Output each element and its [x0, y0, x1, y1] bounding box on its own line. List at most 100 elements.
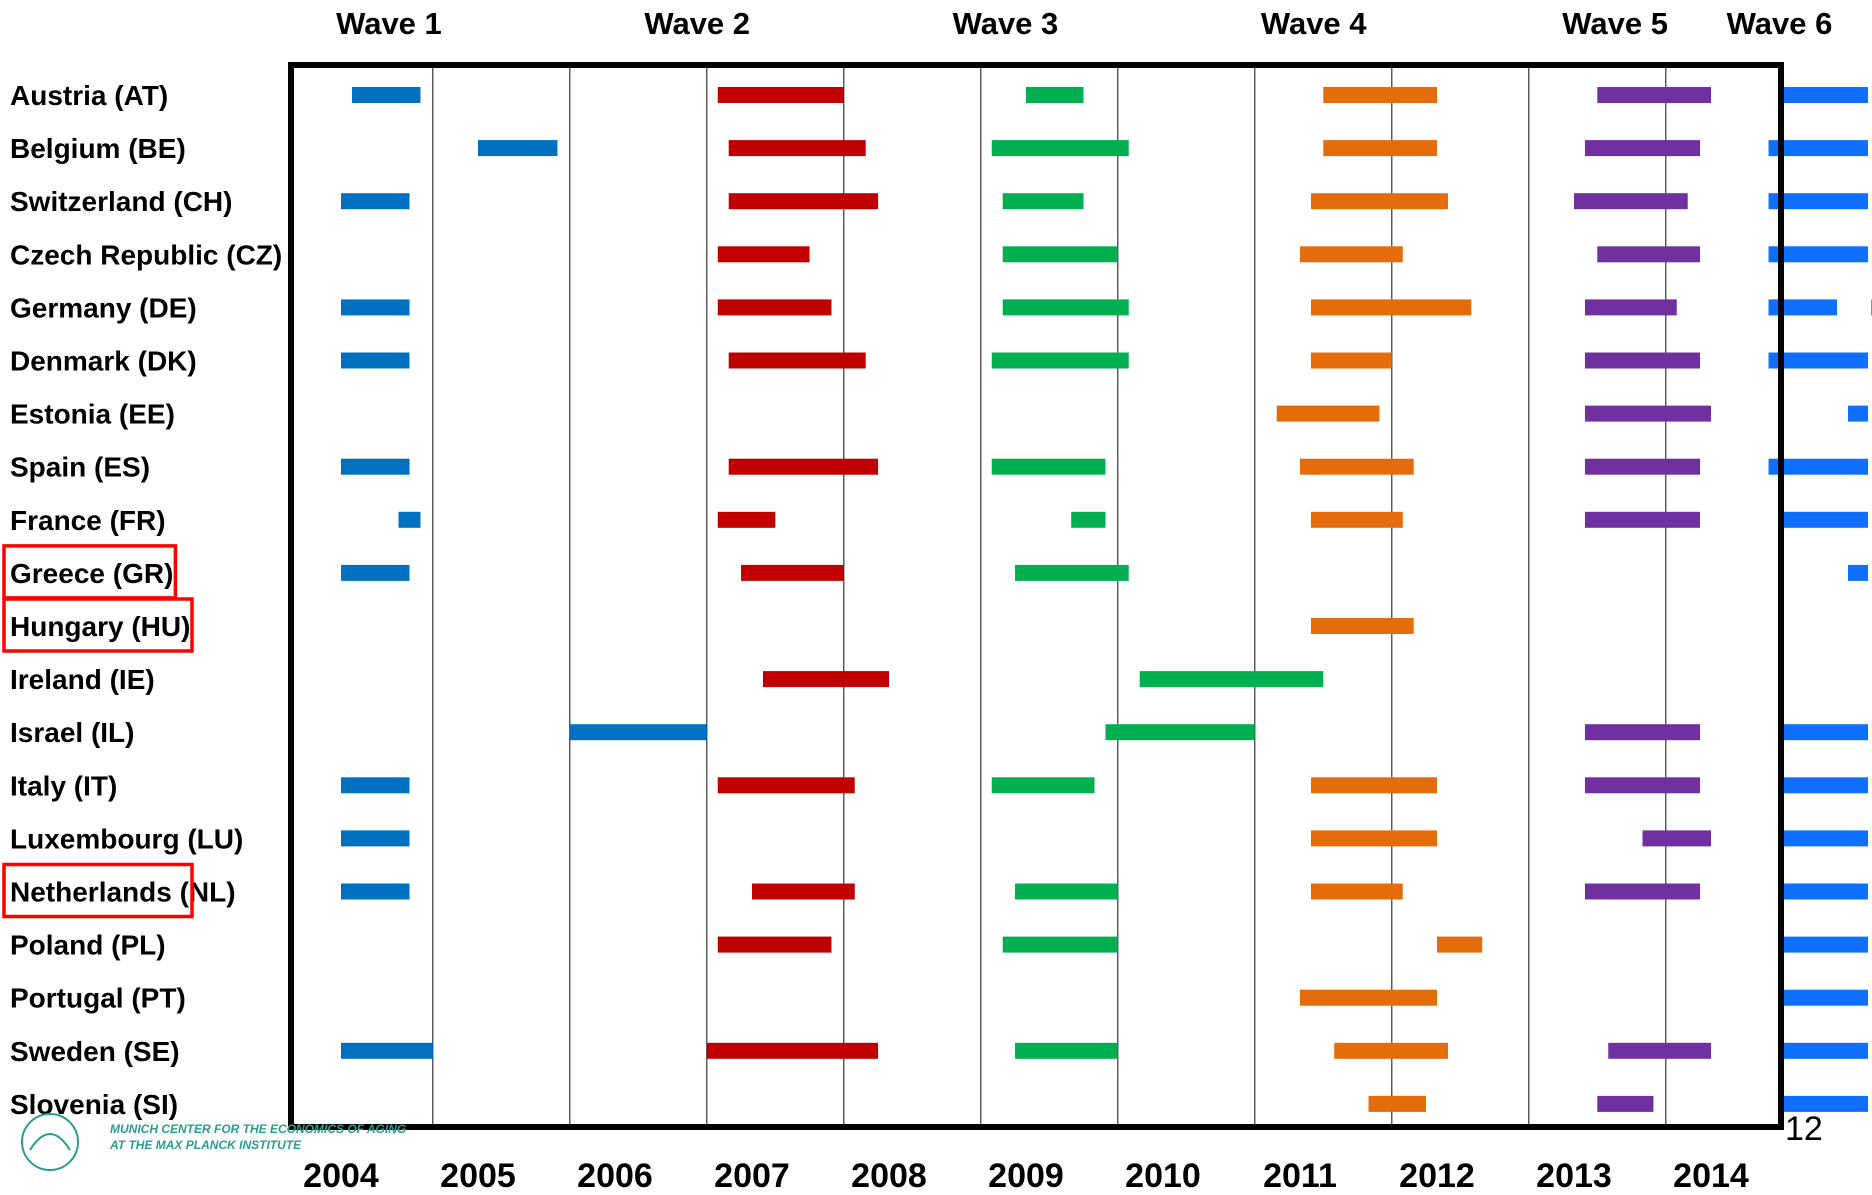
- year-tick-label: 2013: [1536, 1157, 1612, 1195]
- fieldwork-bar: [1584, 458, 1701, 475]
- fieldwork-bar: [741, 564, 844, 581]
- wave-label: Wave 2: [644, 6, 750, 41]
- fieldwork-bar: [1323, 140, 1437, 157]
- fieldwork-bar: [341, 1042, 433, 1059]
- fieldwork-bar: [1310, 511, 1403, 528]
- fieldwork-bar: [1768, 246, 1868, 263]
- logo-text-line-2: AT THE MAX PLANCK INSTITUTE: [109, 1138, 302, 1152]
- highlight-box: [2, 862, 194, 919]
- country-label: Slovenia (SI): [10, 1089, 178, 1120]
- fieldwork-bar: [1779, 1042, 1868, 1059]
- fieldwork-bar: [991, 352, 1129, 369]
- wave-label: Wave 4: [1261, 6, 1367, 41]
- fieldwork-bar: [991, 458, 1106, 475]
- country-label: Greece (GR): [10, 558, 173, 589]
- year-tick-label: 2011: [1263, 1157, 1337, 1195]
- country-label: Portugal (PT): [10, 983, 186, 1014]
- fieldwork-bar: [341, 830, 410, 847]
- country-label: Israel (IL): [10, 717, 134, 748]
- fieldwork-bar: [341, 564, 410, 581]
- fieldwork-bar: [1608, 1042, 1711, 1059]
- fieldwork-bar: [478, 140, 558, 157]
- year-tick-label: 2005: [440, 1157, 516, 1195]
- fieldwork-bar: [1584, 883, 1701, 900]
- fieldwork-bar: [1015, 1042, 1118, 1059]
- fieldwork-bar: [1768, 458, 1868, 475]
- fieldwork-bar: [728, 352, 866, 369]
- country-label: Poland (PL): [10, 930, 166, 961]
- highlight-box: [2, 597, 194, 653]
- fieldwork-bar: [1310, 299, 1472, 316]
- fieldwork-bar: [706, 1042, 879, 1059]
- fieldwork-bar: [1768, 299, 1838, 316]
- fieldwork-bar: [1334, 1042, 1448, 1059]
- fieldwork-bar: [717, 936, 832, 953]
- fieldwork-bar: [1779, 724, 1868, 741]
- fieldwork-bar: [762, 671, 889, 688]
- fieldwork-bar: [1015, 883, 1118, 900]
- fieldwork-bar: [717, 246, 810, 263]
- fieldwork-bar: [991, 140, 1129, 157]
- country-label: Denmark (DK): [10, 346, 197, 377]
- plot-frame: [288, 62, 1784, 1130]
- country-label: Austria (AT): [10, 80, 168, 111]
- wave-label: Wave 3: [953, 6, 1059, 41]
- country-label: Spain (ES): [10, 452, 150, 483]
- fieldwork-bar: [1779, 511, 1868, 528]
- fieldwork-bar: [1026, 87, 1084, 103]
- fieldwork-bar: [1642, 830, 1711, 847]
- fieldwork-bar: [1584, 140, 1701, 157]
- fieldwork-bar: [1848, 564, 1868, 581]
- fieldwork-bar: [1597, 246, 1701, 263]
- fieldwork-bar: [1584, 511, 1701, 528]
- fieldwork-bar: [1597, 1095, 1654, 1112]
- fieldwork-bar: [1779, 830, 1868, 847]
- fieldwork-bar: [728, 140, 866, 157]
- country-label: Germany (DE): [10, 292, 197, 323]
- fieldwork-bar: [1310, 193, 1448, 210]
- fieldwork-bar: [728, 458, 879, 475]
- fieldwork-bar: [1300, 246, 1403, 263]
- country-label: France (FR): [10, 505, 166, 536]
- fieldwork-bar: [341, 777, 410, 794]
- country-labels: Austria (AT) Belgium (BE) Switzerland (CH)…: [2, 80, 282, 1120]
- fieldwork-bar: [1437, 936, 1483, 953]
- wave-label: Wave 6: [1727, 6, 1833, 41]
- fieldwork-bar: [1779, 883, 1868, 900]
- fieldwork-bar: [1574, 193, 1688, 210]
- mea-logo: MUNICH CENTER FOR THE ECONOMICS OF AGING…: [21, 1113, 406, 1171]
- fieldwork-bar: [351, 87, 421, 103]
- fieldwork-bar: [728, 193, 879, 210]
- year-tick-label: 2004: [303, 1157, 379, 1195]
- fieldwork-bar: [569, 724, 707, 741]
- fieldwork-bar: [1768, 140, 1868, 157]
- fieldwork-bar: [1323, 87, 1437, 103]
- fieldwork-bar: [752, 883, 855, 900]
- country-label: Estonia (EE): [10, 399, 175, 430]
- fieldwork-bar: [1002, 193, 1084, 210]
- year-tick-label: 2010: [1125, 1157, 1201, 1195]
- fieldwork-bar: [1368, 1095, 1427, 1112]
- country-label: Hungary (HU): [10, 611, 190, 642]
- fieldwork-bar: [1139, 671, 1324, 688]
- fieldwork-bar: [1300, 458, 1414, 475]
- fieldwork-bar: [1310, 352, 1392, 369]
- wave-label: Wave 1: [336, 6, 442, 41]
- fieldwork-bar: [1848, 405, 1868, 422]
- year-tick-label: 2007: [714, 1157, 790, 1195]
- fieldwork-bar: [1779, 936, 1868, 953]
- fieldwork-bar: [1002, 299, 1129, 316]
- country-label: Netherlands (NL): [10, 877, 236, 908]
- country-label: Switzerland (CH): [10, 186, 232, 217]
- fieldwork-bar: [717, 299, 832, 316]
- fieldwork-bar: [717, 777, 855, 794]
- fieldwork-bars: [341, 87, 1872, 1112]
- page-number: 12: [1785, 1110, 1823, 1148]
- country-label: Belgium (BE): [10, 133, 186, 164]
- fieldwork-bar: [1584, 299, 1677, 316]
- fieldwork-bar: [1300, 989, 1437, 1006]
- fieldwork-bar: [1584, 777, 1701, 794]
- fieldwork-bar: [1779, 87, 1868, 103]
- year-tick-label: 2014: [1673, 1157, 1749, 1195]
- fieldwork-bar: [341, 193, 410, 210]
